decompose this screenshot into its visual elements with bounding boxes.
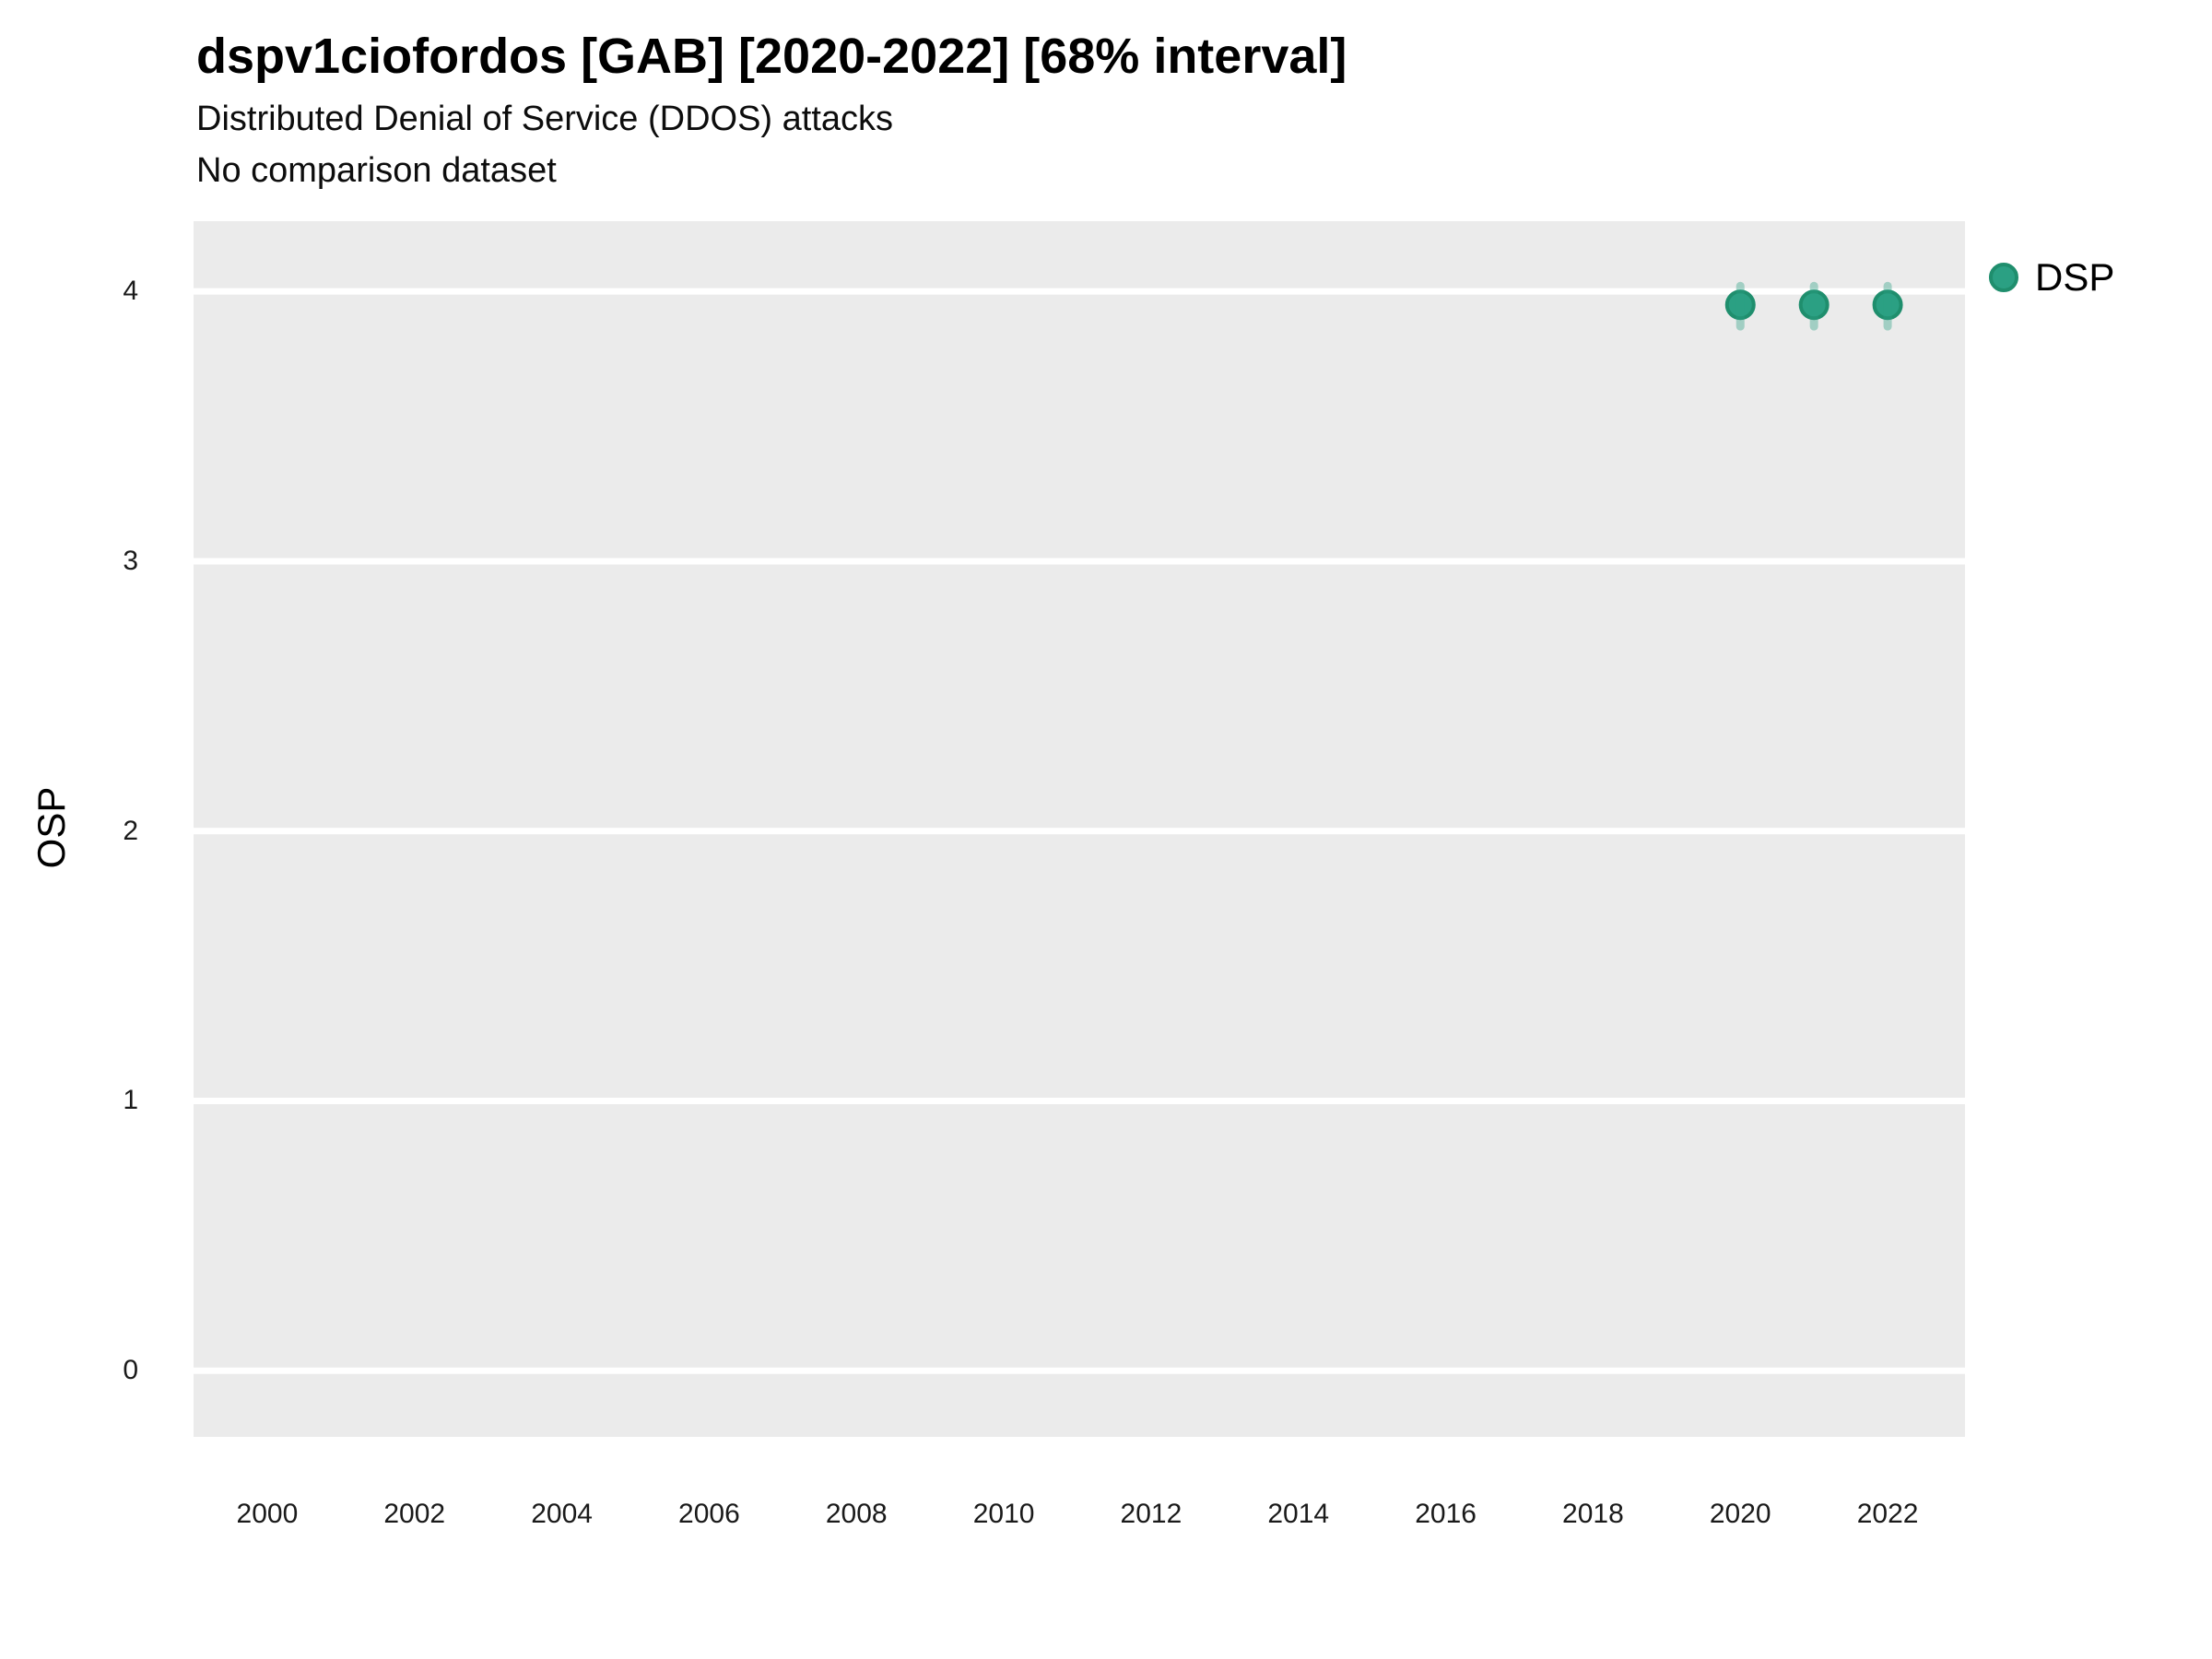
gridline-y-0 bbox=[194, 1367, 1965, 1374]
data-point bbox=[1724, 289, 1756, 321]
gridline-y-4 bbox=[194, 288, 1965, 295]
x-tick-label: 2006 bbox=[678, 1499, 740, 1529]
x-tick-label: 2010 bbox=[972, 1499, 1035, 1529]
y-tick-label: 0 bbox=[123, 1355, 138, 1386]
gridline-y-3 bbox=[194, 558, 1965, 565]
chart-note: No comparison dataset bbox=[196, 151, 557, 190]
x-tick-label: 2012 bbox=[1120, 1499, 1182, 1529]
y-tick-label: 2 bbox=[123, 815, 138, 846]
chart-subtitle: Distributed Denial of Service (DDOS) att… bbox=[196, 100, 894, 138]
x-tick-label: 2014 bbox=[1267, 1499, 1330, 1529]
y-tick-label: 1 bbox=[123, 1085, 138, 1116]
gridline-y-2 bbox=[194, 828, 1965, 835]
x-tick-label: 2000 bbox=[236, 1499, 299, 1529]
legend-marker-dsp-icon bbox=[1989, 263, 2018, 292]
x-tick-label: 2004 bbox=[531, 1499, 593, 1529]
x-tick-label: 2002 bbox=[383, 1499, 446, 1529]
x-tick-label: 2018 bbox=[1562, 1499, 1624, 1529]
y-tick-label: 4 bbox=[123, 276, 138, 307]
x-tick-label: 2020 bbox=[1709, 1499, 1771, 1529]
legend: DSP bbox=[1989, 251, 2114, 304]
gridline-y-1 bbox=[194, 1097, 1965, 1104]
x-tick-label: 2022 bbox=[1856, 1499, 1919, 1529]
data-point bbox=[1798, 289, 1830, 321]
y-tick-label: 3 bbox=[123, 545, 138, 576]
legend-label-dsp: DSP bbox=[2035, 255, 2115, 299]
x-tick-label: 2008 bbox=[825, 1499, 888, 1529]
chart-title: dspv1ciofordos [GAB] [2020-2022] [68% in… bbox=[196, 29, 1347, 84]
x-tick-label: 2016 bbox=[1415, 1499, 1477, 1529]
data-point bbox=[1872, 289, 1903, 321]
